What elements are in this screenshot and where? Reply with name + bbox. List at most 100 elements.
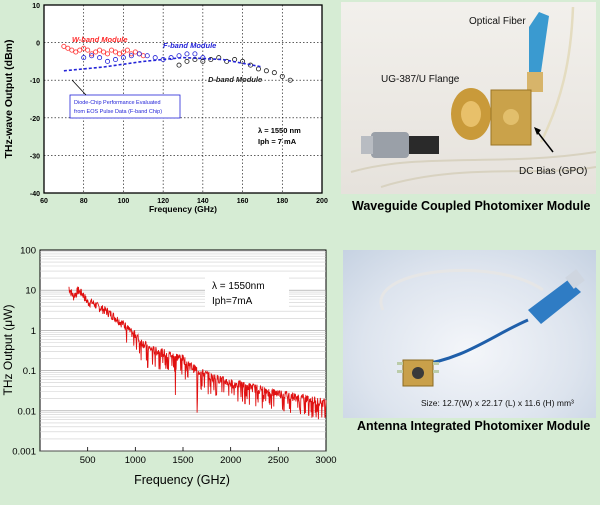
bottom-cond-box [205,272,289,310]
top-series-point [101,49,107,55]
top-x-tick-label: 140 [197,198,209,205]
top-series-point [184,58,190,64]
label-dc-bias: DC Bias (GPO) [519,166,588,177]
top-series-point [128,51,134,57]
note-line-2: from EOS Pulse Data (F-band Chip) [74,109,162,115]
flange-module [451,88,532,146]
top-x-axis-label: Frequency (GHz) [149,204,217,214]
bottom-y-tick-label: 1 [31,326,36,337]
antenna-chip-package [397,359,439,387]
fiber-connector-blue [527,12,549,92]
top-series-point [89,51,95,57]
top-series-point [240,58,246,64]
top-series-point [93,49,99,55]
top-y-tick-label: -30 [30,153,40,160]
top-series-point [109,47,115,53]
top-chart-panel: 60 80 100 120 140 160 180 200 10 0 -10 -20 -30 -40 TH… [0,0,340,215]
top-series-point [89,53,95,59]
bottom-y-tick-label: 0.01 [18,406,37,417]
top-series-point [279,73,285,79]
bottom-y-tick-label: 10 [25,286,36,297]
top-y-tick-label: 10 [32,3,40,10]
top-y-tick-label: -40 [30,191,40,198]
top-series-point [105,51,111,57]
top-x-tick-label: 60 [40,198,48,205]
d-band-label: D-band Module [208,75,262,84]
bottom-x-tick-label: 3000 [315,455,336,466]
top-cond-iph: Iph = 7 mA [258,137,297,146]
top-marks [61,43,293,83]
top-series-point [200,55,206,61]
top-series-point [132,49,138,55]
antenna-module-image [379,268,585,387]
blue-fc-connector [528,269,585,324]
note-line-1: Diode-Chip Performance Evaluated [74,100,161,106]
diode-chip-curve [63,56,263,72]
bottom-x-tick-label: 2000 [220,455,241,466]
top-series-point [73,49,79,55]
thz-output-curve [68,285,327,420]
top-series-point [120,55,126,61]
top-series-point [120,49,126,55]
top-series-point [184,51,190,57]
top-x-tick-label: 160 [237,198,249,205]
bottom-cond-iph: Iph=7mA [212,296,253,307]
top-y-axis-label: THz-wave Output (dBm) [3,40,15,159]
bottom-y-tick-label: 0.001 [12,447,36,458]
f-band-label: F-band Module [163,41,216,50]
top-series-point [136,51,142,57]
label-flange: UG-387/U Flange [381,74,460,85]
top-x-tick-label: 100 [118,198,130,205]
top-series-point [61,43,67,49]
top-x-tick-label: 180 [276,198,288,205]
bottom-cond-lambda: λ = 1550nm [212,281,265,292]
bottom-chart-svg: 100 10 1 0.1 0.01 0.001 500 1000 1500 2000 2500 300… [1,246,337,488]
note-arrow [71,79,87,96]
antenna-module-caption: Antenna Integrated Photomixer Module [357,419,591,433]
top-series-point [128,53,134,59]
top-series-point [287,77,293,83]
top-series-point [200,58,206,64]
top-series-point [112,49,118,55]
bottom-y-tick-label: 0.1 [23,366,36,377]
label-optical-fiber: Optical Fiber [469,16,526,27]
waveguide-module-image [350,6,596,188]
top-series-point [271,70,277,76]
bottom-y-axis-label: THz Output (μW) [1,305,15,396]
top-series-point [97,47,103,53]
size-label: Size: 12.7(W) x 22.17 (L) x 11.6 (H) mm³ [421,398,574,408]
top-series-point [176,62,182,68]
top-series-point [97,55,103,61]
bottom-ticks: 100 10 1 0.1 0.01 0.001 500 1000 1500 2000 2500 300… [12,246,336,467]
top-series-point [144,53,150,59]
top-series-point [124,47,130,53]
top-series-point [85,47,91,53]
bottom-x-tick-label: 2500 [268,455,289,466]
top-series-point [192,51,198,57]
sma-connector [361,132,439,158]
top-series-point [81,55,87,61]
top-y-tick-label: 0 [36,41,40,48]
top-y-tick-label: -10 [30,78,40,85]
top-series-point [81,45,87,51]
bottom-x-tick-label: 500 [80,455,96,466]
top-y-tick-label: -20 [30,116,40,123]
top-cond-lambda: λ = 1550 nm [258,126,301,135]
waveguide-module-photo: Optical Fiber UG-387/U Flange DC Bias (G… [341,2,596,194]
top-x-tick-label: 80 [80,198,88,205]
top-series-point [263,68,269,74]
bottom-y-tick-label: 100 [20,246,36,257]
top-series-point [65,45,71,51]
bottom-x-tick-label: 1500 [172,455,193,466]
top-series-point [116,51,122,57]
bottom-x-tick-label: 1000 [125,455,146,466]
bottom-x-axis-label: Frequency (GHz) [134,473,230,487]
top-series-point [77,47,83,53]
note-box [69,94,181,119]
top-x-tick-label: 120 [157,198,169,205]
top-series-point [168,55,174,61]
waveguide-module-caption: Waveguide Coupled Photomixer Module [352,199,591,213]
antenna-module-photo: Size: 12.7(W) x 22.17 (L) x 11.6 (H) mm³ [343,250,596,418]
